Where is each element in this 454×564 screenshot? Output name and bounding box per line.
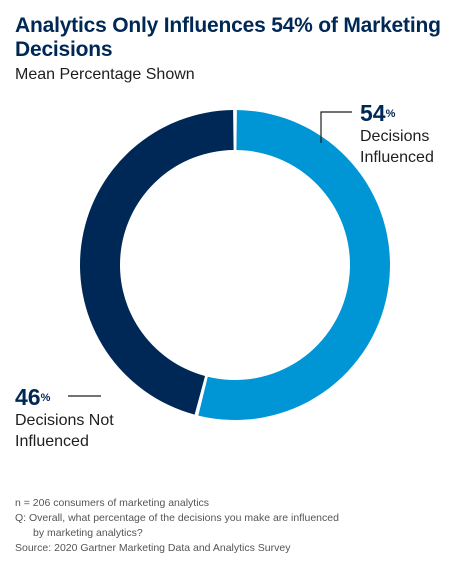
influenced-label-line2: Influenced bbox=[360, 149, 434, 166]
slice-not-influenced bbox=[80, 110, 234, 415]
slice-influenced bbox=[198, 110, 391, 420]
influenced-label-line1: Decisions bbox=[360, 128, 430, 145]
chart-subtitle: Mean Percentage Shown bbox=[15, 66, 195, 83]
question-note-line1: Q: Overall, what percentage of the decis… bbox=[15, 512, 339, 524]
influenced-percent: 54% bbox=[360, 100, 396, 126]
not-influenced-label-line1: Decisions Not bbox=[15, 412, 114, 429]
chart-notes: n = 206 consumers of marketing analytics… bbox=[15, 496, 445, 556]
callout-influenced: 54% Decisions Influenced bbox=[360, 100, 434, 168]
chart-title: Analytics Only Influences 54% of Marketi… bbox=[15, 14, 441, 61]
question-note-line2: by marketing analytics? bbox=[33, 527, 143, 539]
source-note: Source: 2020 Gartner Marketing Data and … bbox=[15, 542, 291, 554]
sample-size-note: n = 206 consumers of marketing analytics bbox=[15, 497, 210, 509]
leader-line-influenced bbox=[320, 111, 352, 143]
callout-not-influenced: 46% Decisions Not Influenced bbox=[15, 384, 114, 452]
not-influenced-label-line2: Influenced bbox=[15, 433, 89, 450]
not-influenced-percent: 46% bbox=[15, 384, 51, 410]
